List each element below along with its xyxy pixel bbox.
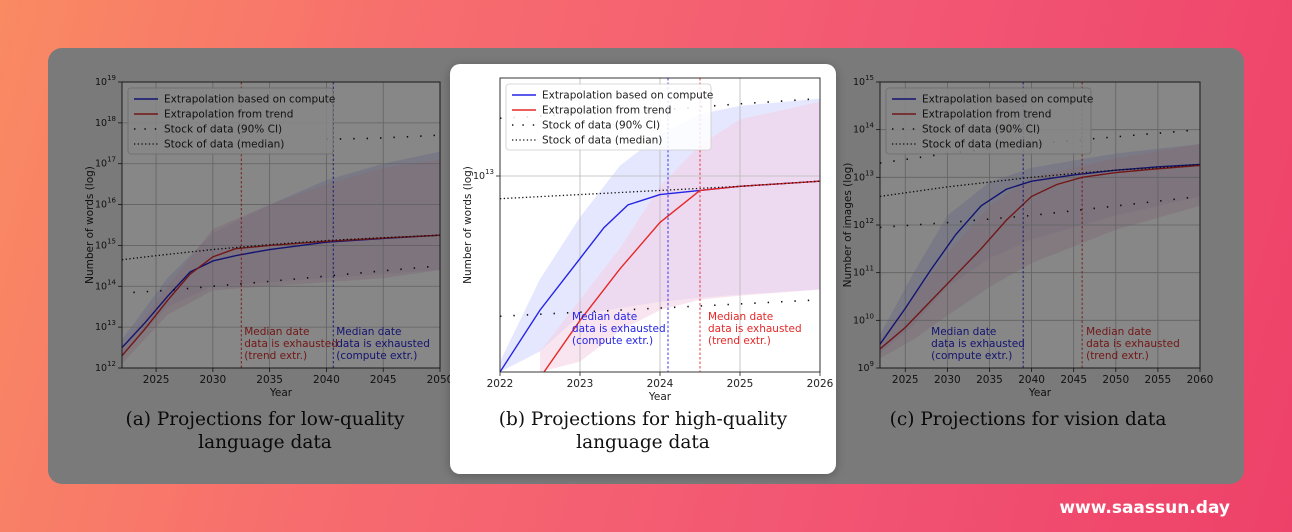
y-tick-label: 1014 [95,278,117,292]
x-tick-label: 2060 [1187,374,1214,386]
y-tick-label: 1017 [95,156,116,170]
series-group [122,134,440,357]
x-tick-label: 2040 [313,374,340,386]
legend: Extrapolation based on compute Extrapolat… [127,87,335,155]
x-tick-label: 2035 [976,374,1003,386]
legend-label-3: Stock of data (median) [542,135,662,147]
confidence-bands [122,151,440,364]
x-tick-label: 2030 [199,374,226,386]
chart-high-quality-language: 2022 2023 2024 2025 2026 1013 Median date data … [462,77,834,403]
x-tick-label: 2055 [1145,374,1172,386]
y-tick-label: 1013 [473,168,494,182]
y-tick-label: 1011 [853,265,874,279]
series-line-2 [500,180,820,200]
axes-frame [879,81,1201,369]
x-tick-label: 2026 [807,378,834,390]
series-line-2 [880,163,1200,198]
series-line-2 [122,234,440,261]
x-tick-label: 2024 [647,378,674,390]
figure-card: 2025 2030 2035 2040 2045 2050 1012 1013 1014 1015… [48,48,1244,484]
annotation-trend: Median date data is exhausted (trend extr.… [1086,326,1180,362]
y-tick-label: 1015 [95,237,116,251]
annotation-trend: Median date data is exhausted (trend extr.… [708,311,802,347]
series-line-0 [880,163,1200,345]
chart-low-quality-language: 2025 2030 2035 2040 2045 2050 1012 1013 1014 1015… [84,74,453,399]
x-tick-label: 2025 [892,374,919,386]
y-tick-label: 1010 [853,312,874,326]
caption-vision: (c) Projections for vision data [889,409,1167,430]
legend-label-1: Extrapolation from trend [542,105,671,117]
x-tick-label: 2022 [487,378,514,390]
x-tick-label: 2040 [1018,374,1045,386]
x-tick-label: 2050 [1102,374,1129,386]
band-trend [880,143,1200,359]
panel-vision: 2025 2030 2035 2040 2045 2050 2055 2060 109 1010 1… [838,70,1218,470]
series-group [880,128,1200,350]
legend-label-0: Extrapolation based on compute [542,90,713,102]
y-tick-label: 109 [857,360,874,374]
band-trend [540,101,820,372]
caption-low-quality: (a) Projections for low-quality language… [125,409,405,453]
legend-label-2: Stock of data (90% CI) [542,120,660,132]
y-tick-label: 1018 [95,115,116,129]
legend-label-3: Stock of data (median) [922,139,1042,151]
x-tick-label: 2023 [567,378,594,390]
series-group [500,97,820,372]
legend-label-2: Stock of data (90% CI) [922,124,1040,136]
legend-label-0: Extrapolation based on compute [922,94,1093,106]
axes-frame [121,81,441,369]
watermark-text: www.saassun.day [1059,498,1230,518]
y-tick-label: 1012 [853,217,874,231]
x-axis-label: Year [1028,387,1052,399]
annotation-compute: Median date data is exhausted (compute ext… [336,326,430,362]
series-line-1 [543,180,820,372]
caption-high-quality: (b) Projections for high-quality languag… [498,409,788,453]
panel-high-quality-language: 2022 2023 2024 2025 2026 1013 Median date data … [450,64,836,474]
y-tick-label: 1012 [95,360,116,374]
legend-label-2: Stock of data (90% CI) [164,124,282,136]
confidence-bands [880,143,1200,359]
x-tick-label: 2045 [370,374,397,386]
axes-frame [499,77,821,373]
y-tick-label: 1016 [95,197,117,211]
x-tick-label: 2035 [256,374,283,386]
x-tick-label: 2045 [1060,374,1087,386]
series-line-4 [326,134,440,140]
x-axis-label: Year [648,391,672,403]
series-line-1 [880,164,1200,350]
legend: Extrapolation based on compute Extrapolat… [505,83,713,151]
legend-label-0: Extrapolation based on compute [164,94,335,106]
x-tick-label: 2050 [427,374,454,386]
annotation-compute: Median date data is exhausted (compute ext… [931,326,1025,362]
y-tick-label: 1015 [853,74,874,88]
y-tick-label: 1013 [95,319,116,333]
legend-box [505,83,712,151]
y-tick-label: 1013 [853,169,874,183]
y-axis-label: Number of words (log) [462,166,474,284]
legend: Extrapolation based on compute Extrapolat… [885,87,1093,155]
legend-label-1: Extrapolation from trend [164,109,293,121]
annotation-compute: Median date data is exhausted (compute ext… [572,311,666,347]
x-tick-label: 2025 [143,374,170,386]
chart-vision: 2025 2030 2035 2040 2045 2050 2055 2060 109 1010 1… [842,74,1214,399]
band-trend [122,159,440,364]
legend-box [127,87,334,155]
x-tick-label: 2030 [934,374,961,386]
legend-label-3: Stock of data (median) [164,139,284,151]
y-tick-label: 1019 [95,74,116,88]
panel-low-quality-language: 2025 2030 2035 2040 2045 2050 1012 1013 1014 1015… [70,70,453,470]
y-axis-label: Number of words (log) [84,166,96,284]
y-tick-label: 1014 [853,122,875,136]
x-tick-label: 2025 [727,378,754,390]
annotation-trend: Median date data is exhausted (trend extr.… [244,326,338,362]
legend-box [885,87,1092,155]
legend-label-1: Extrapolation from trend [922,109,1051,121]
x-axis-label: Year [269,387,293,399]
y-axis-label: Number of images (log) [842,163,854,288]
